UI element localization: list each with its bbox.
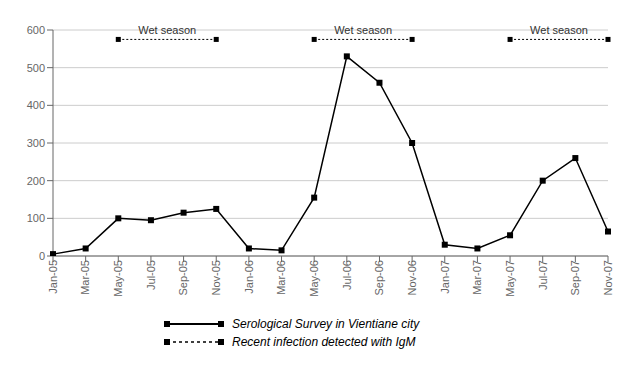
svg-text:Nov-05: Nov-05: [210, 260, 222, 295]
svg-text:Jan-05: Jan-05: [47, 260, 59, 294]
html-text:Recent infection detected with: Recent infection detected with IgM: [232, 335, 416, 349]
svg-text:May-06: May-06: [308, 260, 320, 297]
svg-text:May-07: May-07: [504, 260, 516, 297]
svg-text:300: 300: [27, 137, 45, 149]
svg-text:200: 200: [27, 175, 45, 187]
svg-text:100: 100: [27, 212, 45, 224]
svg-text:Jul-06: Jul-06: [341, 260, 353, 290]
svg-text:500: 500: [27, 62, 45, 74]
svg-text:Wet season: Wet season: [138, 24, 196, 36]
svg-text:Mar-05: Mar-05: [79, 260, 91, 295]
svg-text:Sep-05: Sep-05: [177, 260, 189, 295]
svg-text:Jul-05: Jul-05: [145, 260, 157, 290]
svg-text:Mar-06: Mar-06: [275, 260, 287, 295]
svg-text:Jan-07: Jan-07: [439, 260, 451, 294]
svg-text:Mar-07: Mar-07: [471, 260, 483, 295]
svg-text:600: 600: [27, 24, 45, 36]
svg-text:Nov-06: Nov-06: [406, 260, 418, 295]
svg-text:Sep-07: Sep-07: [569, 260, 581, 295]
svg-text:Nov-07: Nov-07: [602, 260, 614, 295]
svg-text:0: 0: [39, 250, 45, 262]
html-text:Serological Survey in Vientian: Serological Survey in Vientiane city: [232, 317, 420, 331]
svg-text:May-05: May-05: [112, 260, 124, 297]
svg-text:Wet season: Wet season: [530, 24, 588, 36]
svg-text:Jan-06: Jan-06: [243, 260, 255, 294]
svg-text:Jul-07: Jul-07: [537, 260, 549, 290]
svg-text:Sep-06: Sep-06: [373, 260, 385, 295]
svg-text:400: 400: [27, 99, 45, 111]
svg-text:Wet season: Wet season: [334, 24, 392, 36]
